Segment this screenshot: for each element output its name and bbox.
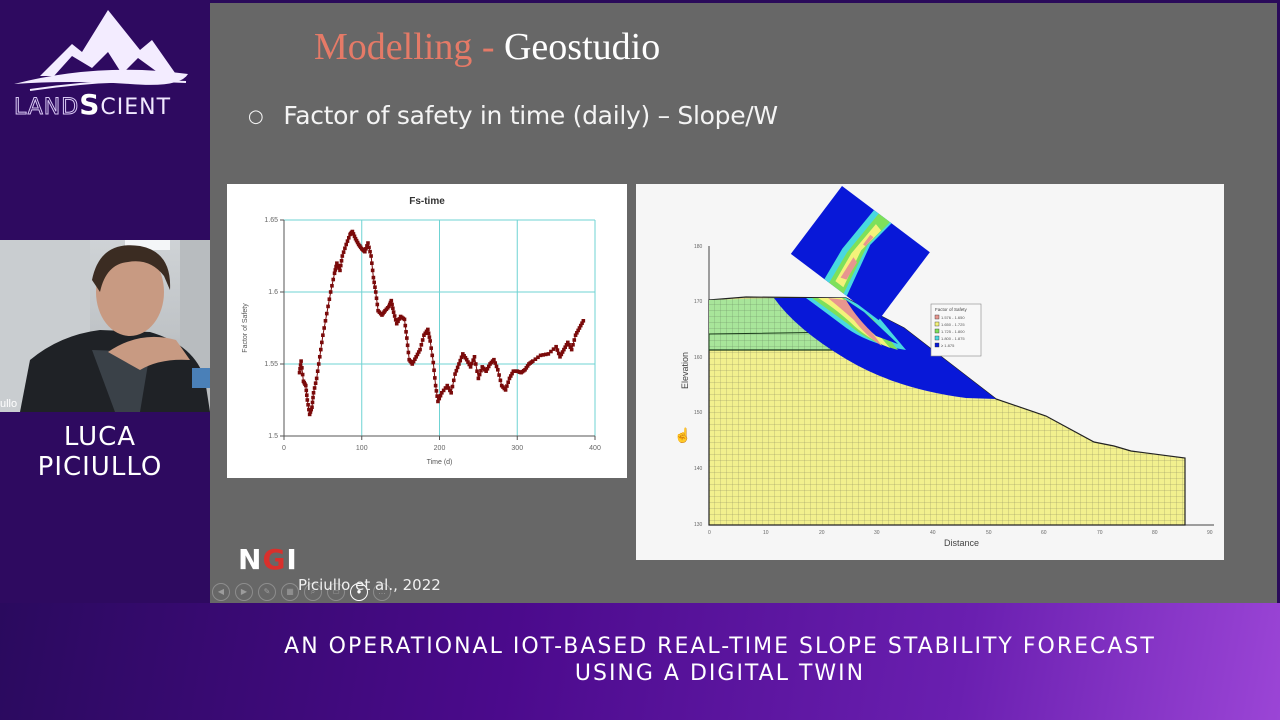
y-axis-ticks: 180 170 160 150 140 130 [694, 244, 703, 528]
slope-stability-model: 180 170 160 150 140 130 0 10 20 30 40 50… [636, 184, 1224, 560]
presenter-controls: ◀ ▶ ✎ ▦ ⌕ ▭ ● … [212, 583, 391, 603]
webcam-name-label: ullo [0, 398, 18, 410]
landscient-wordmark: LANDSCIENT [13, 88, 172, 121]
svg-text:1.5: 1.5 [268, 433, 278, 440]
svg-text:170: 170 [694, 299, 703, 305]
y-axis-label: Elevation [680, 352, 690, 389]
bullet-circle-icon: ○ [248, 106, 264, 127]
svg-text:1.650 - 1.725: 1.650 - 1.725 [941, 322, 965, 327]
x-axis-ticks: 0 10 20 30 40 50 60 70 80 90 [708, 530, 1213, 536]
fs-time-chart: Fs-time 0 100 200 300 400 1.5 1.55 1.6 1.65 Time (… [227, 184, 627, 478]
slide-bullet: ○ Factor of safety in time (daily) – Slop… [248, 101, 778, 130]
svg-text:90: 90 [1207, 530, 1213, 536]
svg-text:1.55: 1.55 [264, 361, 278, 368]
landscient-mountain-logo-icon [14, 10, 188, 91]
x-axis-label: Distance [944, 538, 979, 548]
speaker-webcam-feed: ullo [0, 240, 210, 412]
svg-text:10: 10 [763, 530, 769, 536]
y-axis-label: Factor of Safety [242, 303, 249, 353]
svg-text:40: 40 [930, 530, 936, 536]
svg-text:Factor of Safety: Factor of Safety [935, 307, 968, 312]
slip-center-grid [790, 186, 930, 321]
svg-text:200: 200 [434, 445, 446, 452]
fs-time-plot: Fs-time 0 100 200 300 400 1.5 1.55 1.6 1.65 Time (… [242, 196, 601, 466]
speaker-silhouette-icon [0, 240, 210, 412]
presentation-slide: Modelling - Geostudio ○ Factor of safety … [210, 3, 1277, 603]
svg-text:160: 160 [694, 355, 703, 361]
slope-cross-section: 180 170 160 150 140 130 0 10 20 30 40 50… [674, 186, 1214, 548]
svg-text:70: 70 [1097, 530, 1103, 536]
svg-text:20: 20 [819, 530, 825, 536]
svg-text:150: 150 [694, 410, 703, 416]
svg-text:30: 30 [874, 530, 880, 536]
speaker-last-name: PICIULLO [37, 452, 163, 482]
svg-text:60: 60 [1041, 530, 1047, 536]
speaker-first-name: LUCA [63, 422, 137, 452]
svg-text:0: 0 [708, 530, 711, 536]
more-options-icon[interactable]: … [373, 583, 391, 601]
svg-text:130: 130 [694, 522, 703, 528]
svg-text:300: 300 [511, 445, 523, 452]
chart-title: Fs-time [409, 196, 445, 207]
hand-cursor-icon: ☝ [674, 426, 691, 444]
ngi-logo: NGI [238, 543, 298, 576]
left-sidebar: LANDSCIENT ullo LUCA PICIULLO [0, 0, 210, 603]
next-slide-icon[interactable]: ▶ [235, 583, 253, 601]
svg-text:≥ 1.875: ≥ 1.875 [941, 343, 955, 348]
svg-text:400: 400 [589, 445, 601, 452]
svg-text:100: 100 [356, 445, 368, 452]
zoom-icon[interactable]: ⌕ [304, 583, 322, 601]
prev-slide-icon[interactable]: ◀ [212, 583, 230, 601]
slide-title-accent: Modelling - [314, 26, 495, 68]
svg-text:1.65: 1.65 [264, 217, 278, 224]
x-axis-label: Time (d) [427, 459, 453, 466]
fs-legend: Factor of Safety 1.576 - 1.650 1.650 - 1… [930, 303, 982, 357]
talk-title-line2: using a digital twin [574, 661, 866, 686]
svg-text:1.576 - 1.650: 1.576 - 1.650 [941, 315, 965, 320]
slide-title-main: Geostudio [494, 26, 661, 68]
svg-text:1.725 - 1.800: 1.725 - 1.800 [941, 329, 965, 334]
slide-title: Modelling - Geostudio [314, 25, 660, 69]
bullet-text: Factor of safety in time (daily) – Slope… [283, 101, 778, 130]
citation: Piciullo et al., 2022 [298, 576, 441, 594]
wordmark-land: LAND [13, 95, 80, 121]
talk-title-line1: An operational IoT-based real-time slope… [284, 634, 1156, 659]
wordmark-cient: CIENT [100, 95, 172, 120]
svg-text:180: 180 [694, 244, 703, 250]
camera-icon[interactable]: ● [350, 583, 368, 601]
svg-text:0: 0 [282, 445, 286, 452]
pen-icon[interactable]: ✎ [258, 583, 276, 601]
talk-title: An operational IoT-based real-time slope… [190, 633, 1250, 687]
subtitles-icon[interactable]: ▭ [327, 583, 345, 601]
talk-title-banner: An operational IoT-based real-time slope… [0, 603, 1280, 720]
svg-text:1.6: 1.6 [268, 289, 278, 296]
wordmark-s: S [79, 88, 101, 121]
svg-text:80: 80 [1152, 530, 1158, 536]
svg-text:1.800 - 1.875: 1.800 - 1.875 [941, 336, 965, 341]
speaker-name: LUCA PICIULLO [0, 422, 200, 482]
slides-grid-icon[interactable]: ▦ [281, 583, 299, 601]
svg-text:50: 50 [986, 530, 992, 536]
svg-text:140: 140 [694, 466, 703, 472]
